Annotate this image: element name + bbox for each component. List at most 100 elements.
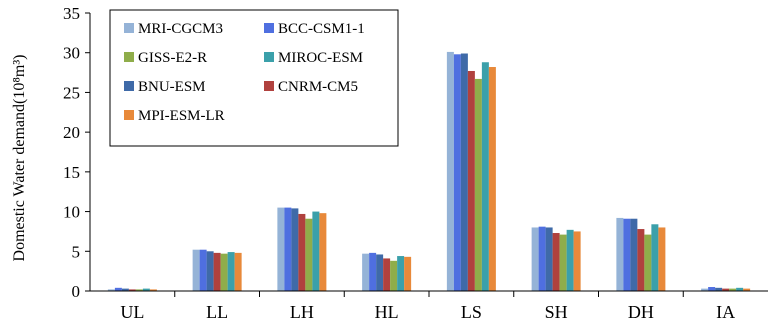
bar-ls-mpi-esm-lr [488,67,496,291]
legend: MRI-CGCM3 BCC-CSM1-1 GISS-E2-R MIROC-ESM BNU… [109,9,399,147]
bar-ll-cnrm-cm5 [213,252,221,291]
legend-item-mri-cgcm3: MRI-CGCM3 [124,21,223,37]
legend-item-bcc-csm1-1: BCC-CSM1-1 [264,21,365,37]
legend-label: MIROC-ESM [278,50,363,66]
bar-ls-mri-cgcm3 [446,51,454,291]
bar-lh-giss-e2-r [305,218,313,291]
bar-hl-giss-e2-r [390,260,398,291]
bar-groups [107,51,751,292]
bar-group-ls [446,51,496,292]
x-category-label: UL [120,302,144,322]
legend-item-bnu-esm: BNU-ESM [124,79,206,95]
x-category-label: HL [375,302,399,322]
bar-ia-bnu-esm [715,287,723,291]
legend-swatch [124,23,134,33]
x-axis: UL LL LH HL LS SH DH IA [90,290,768,322]
bar-ll-bcc-csm1-1 [199,249,207,291]
bar-ls-bnu-esm [460,53,468,291]
bar-lh-cnrm-cm5 [298,213,306,291]
bar-sh-cnrm-cm5 [552,233,560,291]
y-tick-label: 25 [63,83,80,102]
bar-ls-miroc-esm [481,62,489,292]
y-tick-label: 0 [72,282,81,301]
bar-ls-cnrm-cm5 [467,70,475,292]
y-axis: 0 5 10 15 20 25 30 35 [63,4,91,301]
x-category-label: LL [206,302,228,322]
x-category-label: IA [716,302,735,322]
legend-swatch [264,81,274,91]
legend-label: BCC-CSM1-1 [278,21,365,37]
bar-group-hl [362,252,412,291]
y-tick-label: 10 [63,203,80,222]
bar-ia-mri-cgcm3 [701,288,709,291]
bar-dh-giss-e2-r [644,234,652,291]
bar-lh-mri-cgcm3 [277,207,285,291]
bar-ul-mpi-esm-lr [149,289,157,291]
legend-item-miroc-esm: MIROC-ESM [264,50,363,66]
legend-swatch [264,23,274,33]
legend-label: MPI-ESM-LR [138,108,225,124]
bar-sh-bcc-csm1-1 [538,226,546,291]
legend-item-mpi-esm-lr: MPI-ESM-LR [124,108,225,124]
bar-dh-mri-cgcm3 [616,217,624,291]
bar-sh-mpi-esm-lr [573,231,581,291]
bar-ls-bcc-csm1-1 [453,54,461,291]
bar-group-sh [531,226,581,291]
bar-sh-miroc-esm [566,229,574,291]
y-tick-label: 15 [63,163,80,182]
bar-lh-miroc-esm [312,211,320,291]
bar-ul-bcc-csm1-1 [114,287,122,291]
bar-dh-cnrm-cm5 [637,229,645,291]
bar-ul-miroc-esm [142,288,150,291]
legend-label: CNRM-CM5 [278,79,358,95]
bar-hl-cnrm-cm5 [383,258,391,291]
bar-group-lh [277,207,327,291]
bar-sh-bnu-esm [545,227,553,291]
bar-ul-bnu-esm [121,288,129,291]
bar-group-ia [701,287,751,291]
x-category-label: DH [628,302,654,322]
bar-dh-mpi-esm-lr [658,227,666,291]
bar-sh-giss-e2-r [559,234,567,291]
bar-dh-bcc-csm1-1 [623,218,631,291]
bar-lh-mpi-esm-lr [319,213,327,291]
bar-ul-mri-cgcm3 [107,289,115,291]
bar-lh-bcc-csm1-1 [284,207,292,291]
y-tick-label: 20 [63,123,80,142]
bar-dh-miroc-esm [651,224,659,291]
bar-ia-mpi-esm-lr [743,288,751,291]
bar-group-dh [616,217,666,291]
bar-ll-giss-e2-r [220,253,228,291]
y-axis-title: Domestic Water demand(10⁸m³) [11,55,28,262]
y-tick-label: 35 [63,4,80,23]
bar-ll-mpi-esm-lr [234,252,242,291]
bar-sh-mri-cgcm3 [531,227,539,291]
bar-lh-bnu-esm [291,208,299,291]
bar-hl-bnu-esm [376,254,384,291]
bar-hl-mri-cgcm3 [362,253,370,291]
bar-hl-bcc-csm1-1 [369,252,377,291]
bar-ia-bcc-csm1-1 [708,287,716,291]
bar-ul-giss-e2-r [135,289,143,291]
legend-item-cnrm-cm5: CNRM-CM5 [264,79,358,95]
legend-swatch [124,110,134,120]
bar-ll-bnu-esm [206,251,214,291]
y-tick-label: 30 [63,44,80,63]
legend-swatch [124,52,134,62]
bar-ll-miroc-esm [227,252,235,291]
y-tick-label: 5 [72,242,81,261]
legend-item-giss-e2-r: GISS-E2-R [124,50,207,66]
bar-ul-cnrm-cm5 [128,289,136,291]
x-category-label: SH [545,302,568,322]
legend-label: BNU-ESM [138,79,206,95]
x-category-label: LS [461,302,482,322]
legend-label: GISS-E2-R [138,50,207,66]
legend-swatch [124,81,134,91]
legend-box [109,9,399,147]
x-category-label: LH [290,302,314,322]
bar-ls-giss-e2-r [474,78,482,291]
bar-hl-miroc-esm [397,256,405,291]
bar-ll-mri-cgcm3 [192,249,200,291]
bar-dh-bnu-esm [630,218,638,291]
